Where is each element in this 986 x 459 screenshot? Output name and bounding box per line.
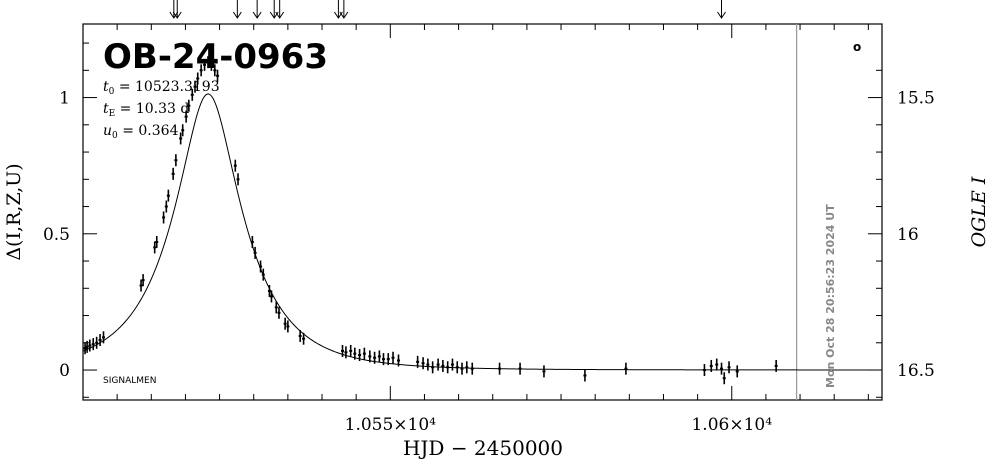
plot-frame (82, 23, 883, 401)
observation-arrow-head (339, 11, 349, 19)
y-axis-label: Δ(I,R,Z,U) (3, 163, 25, 260)
y2-tick-label: 16.5 (897, 361, 935, 381)
y2-axis-label: OGLE I (968, 176, 986, 247)
signalmen-label: SIGNALMEN (103, 376, 156, 386)
observation-arrow-head (275, 11, 285, 19)
y-tick-label: 1 (59, 89, 70, 109)
timestamp-label: Mon Oct 28 20:56:23 2024 UT (824, 204, 837, 388)
y-tick-label: 0.5 (43, 225, 70, 245)
param-tE: tE = 10.33 d (103, 101, 189, 119)
observation-arrows-layer (169, 0, 726, 19)
observation-arrow-head (252, 11, 262, 19)
param-t0: t0 = 10523.3193 (103, 79, 220, 97)
x-tick-label: 1.06×10⁴ (691, 415, 772, 435)
model-curve-layer (82, 93, 882, 371)
y2-tick-label: 16 (897, 225, 919, 245)
observation-arrow-head (717, 11, 726, 19)
chart-title: OB-24-0963 (103, 37, 328, 77)
x-axis-label: HJD − 2450000 (403, 436, 563, 459)
param-u0: u0 = 0.364 (103, 123, 179, 141)
x-tick-label: 1.055×10⁴ (345, 415, 437, 435)
model-curve (82, 93, 882, 371)
observation-arrow-head (232, 11, 242, 19)
y2-tick-label: 15.5 (897, 89, 935, 109)
axis-ticks-layer: 1.055×10⁴ 1.06×10⁴ 0 0.5 1 15.5 16 16.5 (43, 24, 935, 435)
observation-arrow-head (172, 11, 182, 19)
marker-symbol: o (853, 40, 861, 54)
data-points-layer (83, 56, 778, 385)
observation-arrow-head (169, 11, 179, 19)
y-tick-label: 0 (59, 361, 70, 381)
